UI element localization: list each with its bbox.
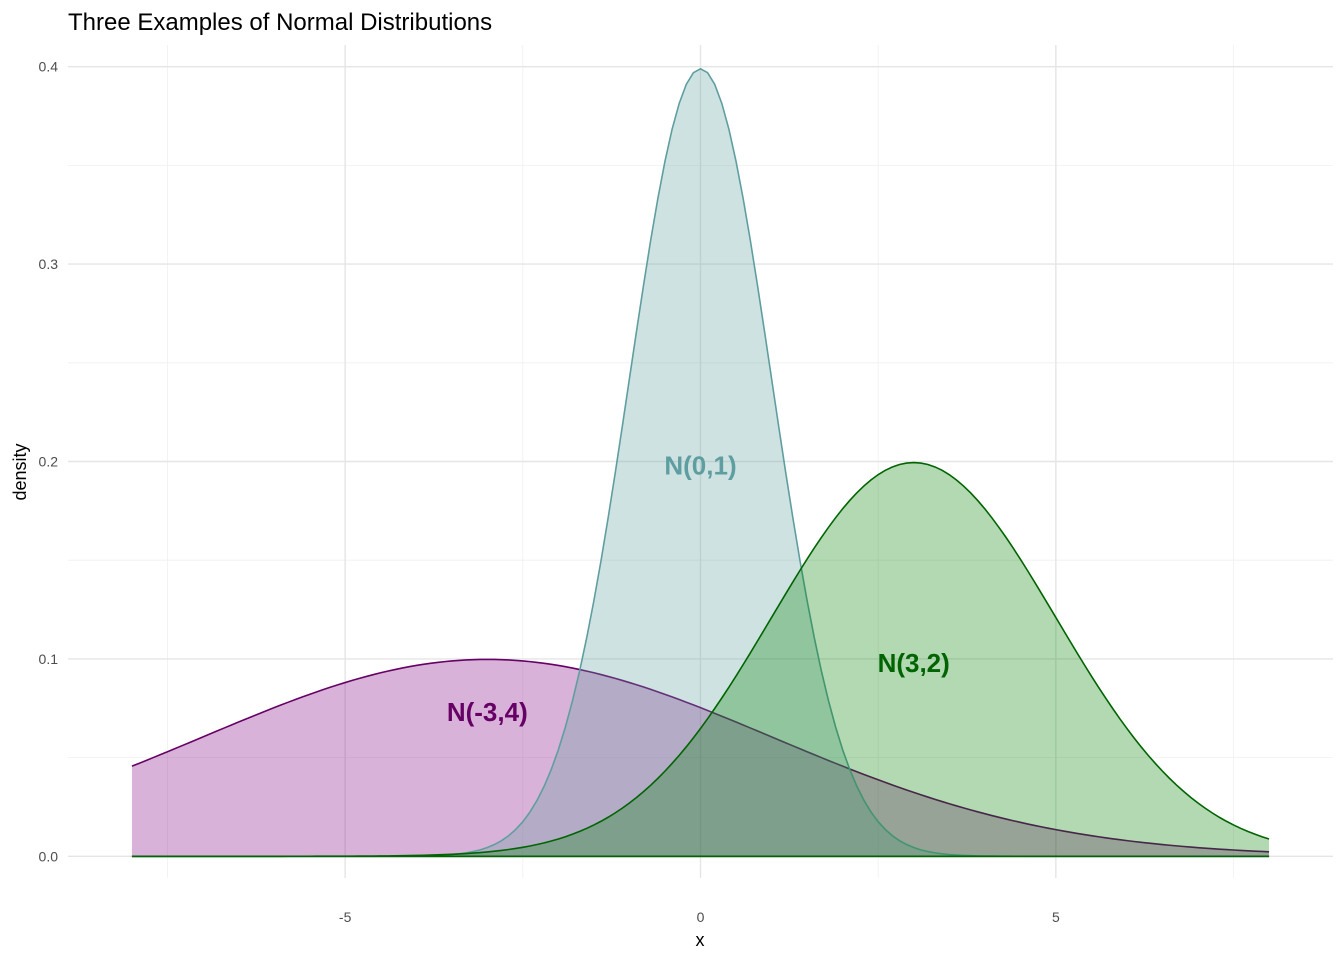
y-axis-ticks: 0.0 0.1 0.2 0.3 0.4	[39, 59, 59, 865]
density-areas	[131, 67, 1270, 858]
x-tick-label: 5	[1052, 909, 1060, 925]
density-curve-line	[131, 658, 1270, 853]
y-axis-title: density	[10, 443, 30, 500]
x-axis-title: x	[696, 930, 705, 950]
y-tick-label: 0.1	[39, 651, 59, 667]
density-area-fill	[131, 462, 1270, 857]
curve-label: N(0,1)	[664, 450, 736, 480]
x-tick-label: -5	[339, 909, 352, 925]
y-tick-label: 0.4	[39, 59, 59, 75]
y-tick-label: 0.0	[39, 848, 59, 864]
curve-labels: N(-3,4) N(0,1) N(3,2)	[447, 450, 950, 727]
density-area-fill	[131, 659, 1270, 857]
chart-title: Three Examples of Normal Distributions	[68, 9, 492, 36]
y-tick-label: 0.3	[39, 256, 59, 272]
curve-label: N(3,2)	[878, 648, 950, 678]
curve-label: N(-3,4)	[447, 697, 528, 727]
y-tick-label: 0.2	[39, 454, 59, 470]
x-tick-label: 0	[697, 909, 705, 925]
x-axis-ticks: -5 0 5	[339, 909, 1060, 925]
density-area-fill	[131, 68, 1270, 857]
